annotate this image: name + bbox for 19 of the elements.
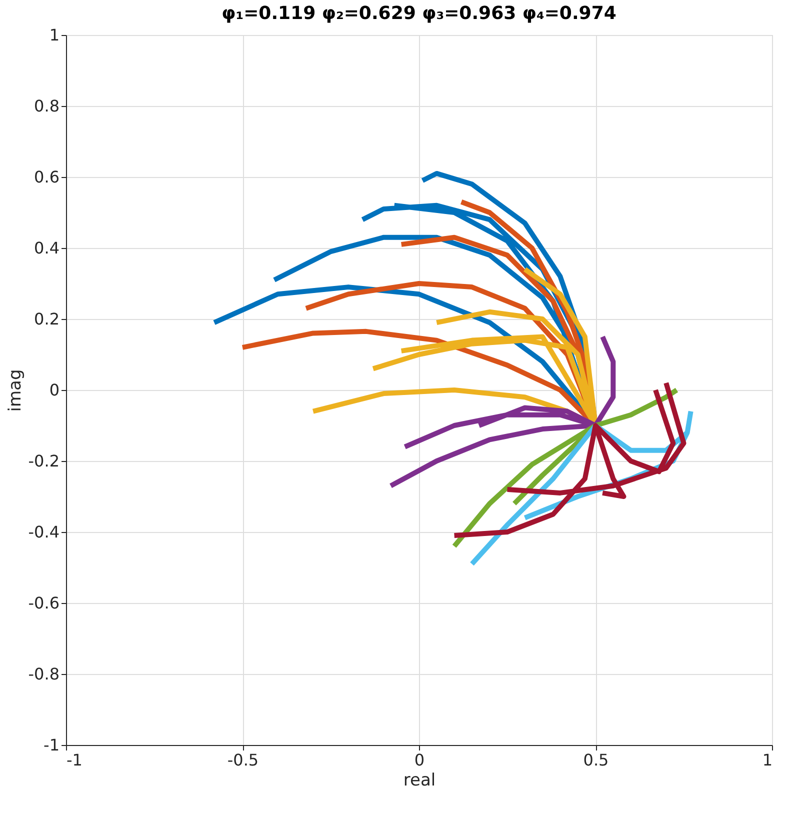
x-tick-label: 0 (414, 750, 425, 770)
y-tick-label: -0.6 (28, 594, 60, 612)
y-tick-label: -0.4 (28, 522, 60, 542)
y-axis-title: imag (5, 369, 26, 412)
x-tick-label: 1 (762, 750, 772, 770)
y-tick-label: -0.8 (28, 664, 60, 684)
x-axis-title: real (403, 770, 436, 790)
y-tick-label: 0.8 (34, 96, 60, 116)
y-tick-label: 0.2 (34, 310, 60, 328)
chart-title: φ₁=0.119 φ₂=0.629 φ₃=0.963 φ₄=0.974 (222, 3, 616, 24)
x-tick-label: -1 (66, 750, 82, 770)
x-tick-label: -0.5 (227, 750, 259, 770)
x-tick-label: 0.5 (583, 750, 609, 770)
y-tick-label: 0.4 (34, 238, 60, 258)
y-tick-label: 1 (49, 26, 60, 44)
y-tick-label: -0.2 (28, 452, 60, 470)
y-tick-label: 0.6 (34, 168, 60, 186)
y-tick-label: -1 (44, 736, 60, 754)
y-tick-label: 0 (49, 380, 60, 400)
